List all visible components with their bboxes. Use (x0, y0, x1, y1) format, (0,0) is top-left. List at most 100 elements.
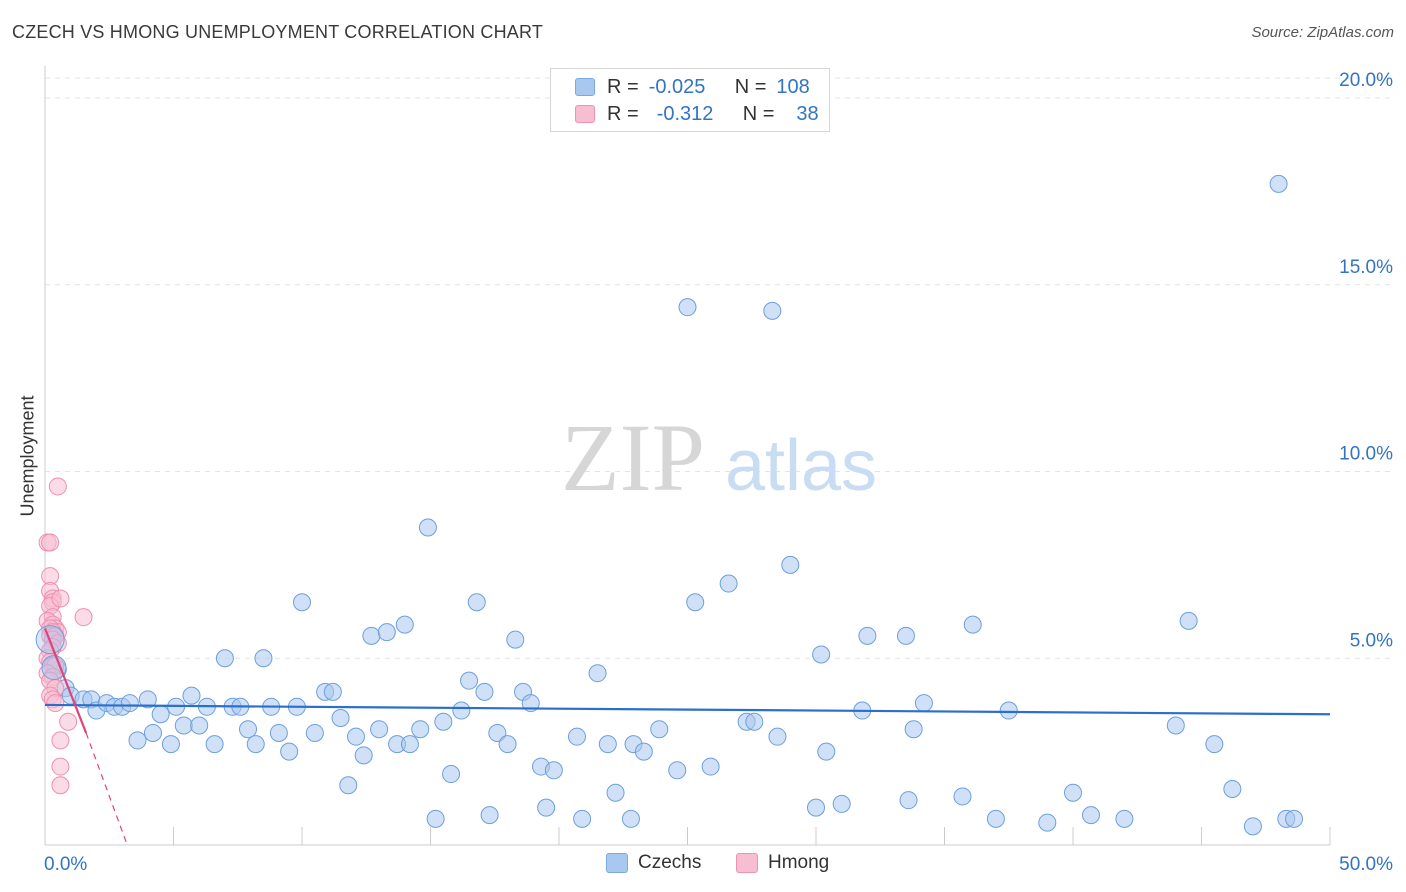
chart-title: CZECH VS HMONG UNEMPLOYMENT CORRELATION … (12, 22, 544, 42)
czechs-point (1081, 806, 1100, 825)
czechs-point (182, 686, 201, 705)
hmong-legend-swatch (736, 853, 758, 873)
watermark-atlas: atlas (725, 426, 877, 506)
axis-ticks: 5.0% 10.0% 15.0% 20.0% 0.0% 50.0% (44, 70, 1393, 875)
czechs-point (858, 626, 877, 645)
czechs-point (567, 727, 586, 746)
legend-row-hmong: R = -0.312 N = 38 (575, 101, 819, 127)
legend-row-czechs: R = -0.025 N = 108 (575, 74, 810, 100)
hmong-legend-label: Hmong (768, 852, 830, 873)
czechs-point (280, 742, 299, 761)
czechs-point (686, 593, 705, 612)
czechs-point (480, 806, 499, 825)
czechs-point (544, 761, 563, 780)
czechs-point (1269, 174, 1288, 193)
czechs-point (1166, 716, 1185, 735)
czechs-point (305, 723, 324, 742)
x-tick-label-min: 0.0% (44, 854, 87, 875)
watermark-zip: ZIP (561, 404, 705, 511)
czechs-point (215, 649, 234, 668)
czechs-point (606, 783, 625, 802)
hmong-point (48, 477, 67, 496)
legend-n-label: N = (742, 102, 775, 125)
czechs-point (963, 615, 982, 634)
czechs-point (807, 798, 825, 817)
czechs-point (668, 761, 687, 780)
czechs-point (346, 727, 365, 746)
y-tick-label: 15.0% (1339, 257, 1393, 278)
hmong-point (51, 757, 70, 776)
source-label: Source: ZipAtlas.com (1251, 24, 1394, 41)
czechs-point (246, 735, 265, 754)
czechs-point (719, 574, 738, 593)
hmong-point (46, 694, 65, 713)
czechs-point (745, 712, 764, 731)
czechs-point (1205, 735, 1224, 754)
czechs-point (678, 298, 697, 317)
hmong-point (51, 776, 70, 795)
hmong-point (41, 533, 60, 552)
czechs-point (460, 671, 479, 690)
trend-lines (43, 627, 1331, 846)
czechs-point (701, 757, 720, 776)
czechs-trend-line (44, 703, 1331, 716)
czechs-point (768, 727, 787, 746)
czechs-point (986, 809, 1005, 828)
czechs-point (598, 735, 617, 754)
czechs-point (1179, 611, 1198, 630)
legend-item-hmong: Hmong (736, 852, 829, 874)
czechs-point (1285, 809, 1304, 828)
czechs-point (781, 555, 800, 574)
hmong-point (59, 712, 78, 731)
czechs-point (174, 716, 193, 735)
czechs-point (817, 742, 836, 761)
czechs-point (442, 765, 461, 784)
czechs-point (1064, 783, 1082, 802)
czechs-point (506, 630, 525, 649)
czechs-point (120, 694, 139, 713)
czechs-point (190, 716, 209, 735)
czechs-point (426, 809, 445, 828)
czechs-point (634, 742, 653, 761)
czechs-point (128, 731, 147, 750)
czechs-point (354, 746, 373, 765)
czechs-point (362, 626, 381, 645)
hmong-trend-extension (85, 732, 128, 846)
czechs-legend-swatch (606, 853, 628, 873)
legend-n-value: 108 (776, 75, 810, 98)
y-tick-label: 10.0% (1339, 444, 1393, 465)
czechs-point (904, 720, 923, 739)
czechs-point (488, 723, 507, 742)
czechs-point (650, 720, 669, 739)
czechs-point (331, 709, 350, 728)
czechs-point (377, 623, 396, 642)
czechs-point (269, 723, 288, 742)
legend-n-value: 38 (796, 102, 819, 125)
legend-item-czechs: Czechs (606, 852, 701, 874)
hmong-point (51, 589, 70, 608)
hmong-swatch (575, 105, 595, 123)
czechs-point (914, 694, 933, 713)
legend-n-label: N = (734, 75, 767, 98)
hmong-point (74, 608, 93, 627)
czechs-point (138, 690, 157, 709)
czechs-point (537, 798, 556, 817)
czechs-point (1223, 779, 1242, 798)
y-axis-label: Unemployment (17, 395, 38, 517)
czechs-point (411, 720, 430, 739)
czechs-point (239, 720, 258, 739)
hmong-trend-line (43, 627, 88, 734)
czechs-point (588, 664, 607, 683)
czechs-point (205, 735, 224, 754)
czechs-point (395, 615, 414, 634)
czechs-point (832, 794, 851, 813)
hmong-point (51, 731, 70, 750)
y-tick-label: 5.0% (1350, 630, 1393, 651)
czechs-point (452, 701, 471, 720)
czechs-point (899, 791, 918, 810)
legend-r-label: R = (607, 102, 639, 125)
czechs-point (1115, 809, 1134, 828)
y-tick-label: 20.0% (1339, 70, 1393, 91)
watermark: ZIP atlas (561, 404, 877, 511)
